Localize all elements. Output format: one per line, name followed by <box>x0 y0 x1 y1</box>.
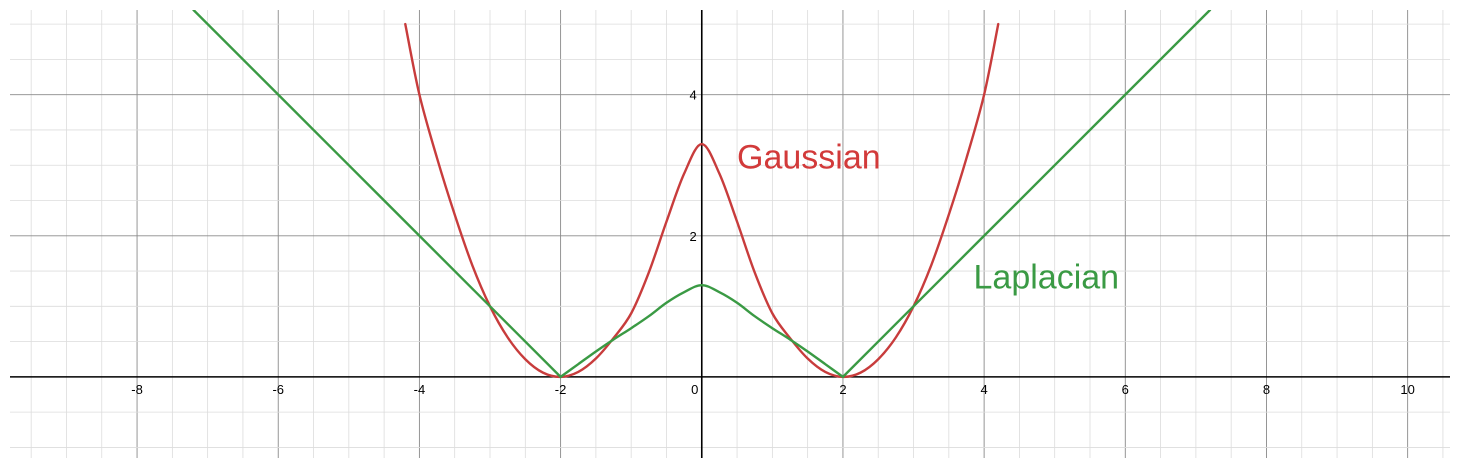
x-tick-label: -8 <box>131 382 143 397</box>
y-tick-label: 4 <box>690 88 697 103</box>
x-tick-label: 10 <box>1400 382 1414 397</box>
annotation-gaussian: Gaussian <box>737 139 881 177</box>
axes <box>10 10 1450 458</box>
series-line-laplacian <box>192 10 1212 379</box>
annotation-laplacian: Laplacian <box>974 259 1120 297</box>
x-tick-label: 4 <box>981 382 988 397</box>
x-tick-label: -4 <box>414 382 426 397</box>
y-tick-label: 2 <box>690 229 697 244</box>
series-line-gaussian <box>404 22 1000 379</box>
x-tick-label: 6 <box>1122 382 1129 397</box>
grid <box>10 10 1450 458</box>
x-tick-label: 2 <box>839 382 846 397</box>
tick-labels: -8 -6 -4 -2 0 2 4 6 8 10 2 4 <box>131 88 1415 397</box>
x-tick-label: -6 <box>272 382 284 397</box>
series-lines <box>192 10 1212 379</box>
x-tick-label: -2 <box>555 382 567 397</box>
annotations: Gaussian Laplacian <box>737 139 1119 297</box>
x-tick-label: 8 <box>1263 382 1270 397</box>
x-tick-label: 0 <box>691 382 698 397</box>
